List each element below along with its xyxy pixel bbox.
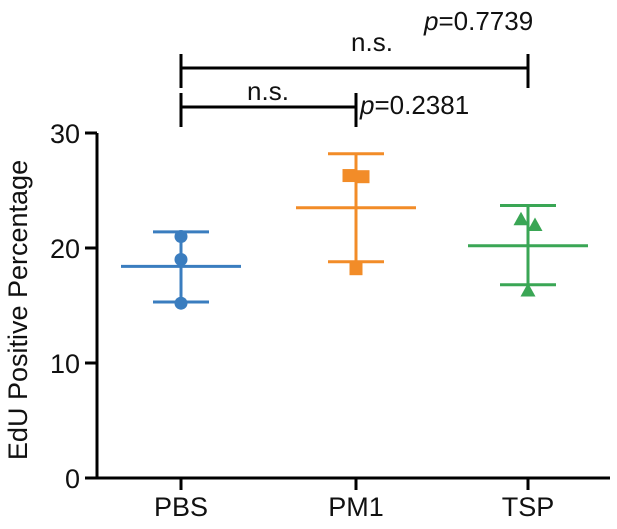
y-tick-label: 20 (50, 234, 80, 264)
y-axis-label: EdU Positive Percentage (3, 160, 33, 460)
data-groups: PBS PM1 TSP (121, 152, 588, 522)
data-point (174, 296, 188, 310)
data-point (520, 283, 536, 297)
bracket-pbs-pm1: n.s. p=0.2381 (179, 76, 469, 127)
group-pbs: PBS (121, 230, 241, 522)
data-point (513, 211, 529, 226)
significance-brackets: n.s. p=0.2381 n.s. p=0.7739 (179, 6, 533, 127)
y-ticks: 0 10 20 30 (50, 119, 97, 494)
y-tick-label: 0 (65, 464, 80, 494)
p-value-label: p=0.2381 (359, 90, 469, 120)
significance-label: n.s. (247, 76, 289, 106)
group-tsp: TSP (468, 203, 588, 522)
x-tick-label: TSP (502, 492, 555, 522)
axes (95, 133, 610, 480)
x-tick-label: PM1 (328, 492, 384, 522)
group-pm1: PM1 (296, 152, 416, 522)
data-point (174, 253, 188, 266)
y-tick-label: 10 (50, 349, 80, 379)
data-point (349, 262, 363, 276)
data-point (174, 230, 188, 243)
p-value-label: p=0.7739 (423, 6, 533, 36)
significance-label: n.s. (351, 27, 393, 57)
data-point (527, 217, 543, 231)
bracket-pbs-tsp: n.s. p=0.7739 (179, 6, 533, 88)
data-point (342, 169, 356, 183)
data-point (356, 170, 370, 184)
x-tick-label: PBS (154, 492, 208, 522)
y-tick-label: 30 (50, 119, 80, 149)
